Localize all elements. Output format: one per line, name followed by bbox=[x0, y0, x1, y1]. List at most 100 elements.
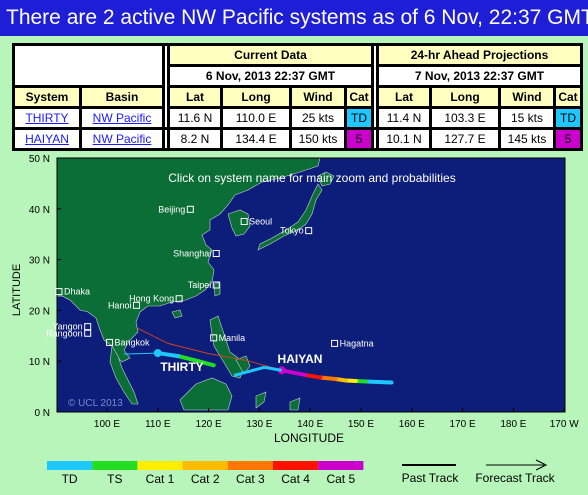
projection-header: 24-hr Ahead Projections bbox=[379, 46, 580, 64]
long-cell: 110.0 E bbox=[223, 109, 289, 127]
legend-label: Cat 3 bbox=[236, 472, 265, 486]
y-axis-ticks: 0 N 10 N 20 N 30 N 40 N 50 N bbox=[29, 154, 61, 419]
city-marker bbox=[331, 339, 339, 347]
cities: Beijing Seoul Tokyo Shanghai Taipei Hong Kong… bbox=[46, 204, 373, 348]
legend-swatch bbox=[92, 461, 138, 470]
col-lat: Lat bbox=[379, 88, 429, 106]
y-tick-label: 10 N bbox=[29, 357, 50, 368]
land bbox=[56, 157, 335, 411]
table-row: HAIYAN NW Pacific 8.2 N 134.4 E 150 kts … bbox=[15, 130, 580, 148]
city-marker bbox=[210, 334, 218, 342]
city-label: Dhaka bbox=[64, 287, 90, 297]
x-tick-label: 170 E bbox=[450, 419, 476, 430]
storm-data-table-2: HAIYAN NW Pacific 8.2 N 134.4 E 150 kts … bbox=[12, 127, 583, 151]
col-lat: Lat bbox=[170, 88, 220, 106]
basin-link[interactable]: NW Pacific bbox=[82, 130, 162, 148]
col-cat: Cat bbox=[556, 88, 580, 106]
y-tick-label: 50 N bbox=[29, 154, 50, 165]
track-segment bbox=[318, 375, 338, 381]
long-cell: 134.4 E bbox=[223, 130, 289, 148]
lat-cell: 11.6 N bbox=[170, 109, 220, 127]
storm-tracks bbox=[123, 327, 394, 385]
col-long: Long bbox=[223, 88, 289, 106]
current-time: 6 Nov, 2013 22:37 GMT bbox=[170, 67, 371, 85]
storm-label-thirty[interactable]: THIRTY bbox=[160, 360, 203, 374]
storm-label-haiyan[interactable]: HAIYAN bbox=[278, 352, 323, 366]
coastline bbox=[57, 295, 81, 311]
col-wind: Wind bbox=[292, 88, 344, 106]
legend-swatch bbox=[227, 461, 273, 470]
proj-cat-cell: TD bbox=[556, 109, 580, 127]
divider bbox=[374, 130, 376, 148]
city-marker bbox=[84, 323, 92, 331]
y-tick-label: 40 N bbox=[29, 205, 50, 216]
proj-wind-cell: 15 kts bbox=[501, 109, 553, 127]
map-frame bbox=[56, 157, 566, 413]
legend-swatch bbox=[137, 461, 183, 470]
col-basin: Basin bbox=[82, 88, 162, 106]
cat-cell: TD bbox=[347, 109, 371, 127]
city-marker bbox=[106, 338, 114, 346]
track-segment bbox=[233, 365, 265, 377]
forecast-arrow-icon bbox=[535, 459, 548, 471]
legend-swatch bbox=[318, 461, 364, 470]
legend-label: TS bbox=[107, 472, 122, 486]
city-label: Hanoi bbox=[108, 300, 132, 310]
city-marker bbox=[240, 218, 248, 225]
x-tick-label: 150 E bbox=[348, 419, 374, 430]
system-link-thirty[interactable]: THIRTY bbox=[15, 109, 79, 127]
city-label: Rangoon bbox=[46, 328, 83, 338]
x-axis-ticks: 100 E 110 E 120 E 130 E 140 E 150 E 160 E 170 E… bbox=[94, 408, 579, 430]
city-label: Hong Kong bbox=[129, 294, 174, 304]
page-title: There are 2 active NW Pacific systems as… bbox=[0, 0, 588, 36]
legend-label: Cat 1 bbox=[146, 472, 175, 486]
divider bbox=[165, 130, 167, 148]
col-long: Long bbox=[432, 88, 498, 106]
wind-cell: 25 kts bbox=[292, 109, 344, 127]
city-label: Yangon bbox=[52, 322, 82, 332]
track-segment bbox=[303, 372, 323, 380]
x-axis-label: LONGITUDE bbox=[274, 431, 344, 445]
col-system: System bbox=[15, 88, 79, 106]
storm-data-table: Current Data 24-hr Ahead Projections 6 N… bbox=[12, 43, 583, 130]
city-label: Taipei bbox=[188, 280, 212, 290]
x-tick-label: 130 E bbox=[246, 419, 272, 430]
copyright: © UCL 2013 bbox=[68, 398, 123, 409]
col-cat: Cat bbox=[347, 88, 371, 106]
city-label: Shanghai bbox=[173, 249, 211, 259]
city-label: Manila bbox=[219, 333, 246, 343]
proj-wind-cell: 145 kts bbox=[501, 130, 553, 148]
system-link-haiyan[interactable]: HAIYAN bbox=[15, 130, 79, 148]
city-marker bbox=[212, 281, 220, 289]
city-label: Tokyo bbox=[280, 226, 304, 236]
map-instruction: Click on system name for main zoom and p… bbox=[168, 171, 455, 185]
wind-cell: 150 kts bbox=[292, 130, 344, 148]
legend-label: Cat 2 bbox=[191, 472, 220, 486]
legend-label: Cat 5 bbox=[326, 472, 355, 486]
x-tick-label: 110 E bbox=[145, 419, 171, 430]
map-svg: Click on system name for main zoom and p… bbox=[11, 154, 579, 486]
legend-swatch bbox=[273, 461, 319, 470]
projection-time: 7 Nov, 2013 22:37 GMT bbox=[379, 67, 580, 85]
table-corner bbox=[15, 46, 162, 85]
city-marker bbox=[84, 329, 92, 337]
divider bbox=[374, 46, 376, 127]
y-tick-label: 0 N bbox=[34, 408, 50, 419]
haiyan-forecast-track bbox=[137, 327, 282, 371]
legend-swatch bbox=[182, 461, 228, 470]
x-tick-label: 170 W bbox=[550, 419, 579, 430]
proj-lat-cell: 10.1 N bbox=[379, 130, 429, 148]
x-tick-label: 100 E bbox=[94, 419, 120, 430]
table-row: THIRTY NW Pacific 11.6 N 110.0 E 25 kts … bbox=[15, 109, 580, 127]
forecast-track-label: Forecast Track bbox=[475, 471, 555, 485]
city-marker bbox=[175, 295, 183, 303]
basin-link[interactable]: NW Pacific bbox=[82, 109, 162, 127]
proj-long-cell: 103.3 E bbox=[432, 109, 498, 127]
city-label: Seoul bbox=[249, 217, 272, 227]
past-track-label: Past Track bbox=[402, 471, 460, 485]
lat-cell: 8.2 N bbox=[170, 130, 220, 148]
track-segment bbox=[176, 354, 201, 364]
x-tick-label: 120 E bbox=[196, 419, 222, 430]
city-label: Hagatna bbox=[340, 338, 374, 348]
city-marker bbox=[305, 227, 313, 235]
